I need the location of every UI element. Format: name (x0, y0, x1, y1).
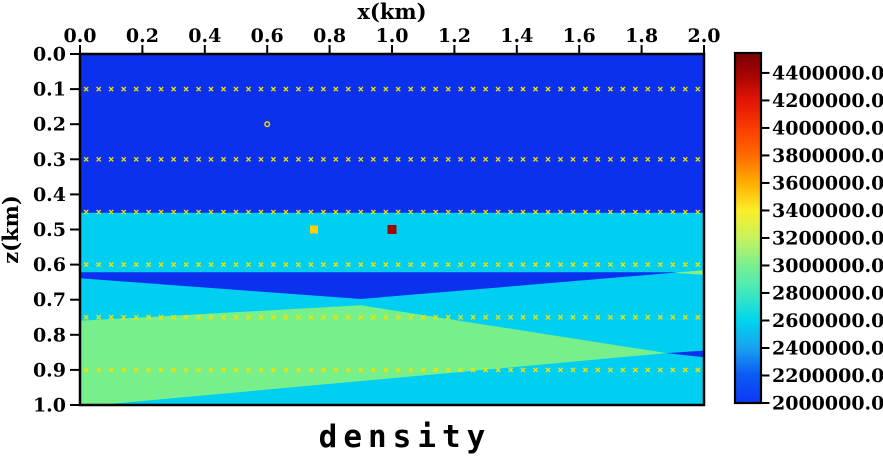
colorbar (735, 53, 761, 403)
model-regions (80, 54, 704, 405)
colorbar-tick-label: 4000000.0 (772, 117, 883, 139)
x-axis-title: x(km) (357, 0, 426, 24)
x-tick-label: 1.0 (375, 25, 408, 47)
receiver-row-z0.6 (83, 262, 701, 268)
colorbar-tick-label: 4400000.0 (772, 62, 883, 84)
region-green-sliver-top-right (672, 270, 704, 275)
x-tick-label: 0.2 (126, 25, 159, 47)
region-blue-sliver-bottom-right (666, 350, 704, 358)
x-tick-label: 1.6 (563, 25, 596, 47)
colorbar-frame (733, 51, 763, 405)
z-tick-label: 0.8 (33, 324, 66, 346)
colorbar-tick-label: 2000000.0 (772, 393, 883, 415)
dark-red-square-marker (387, 225, 397, 234)
x-tick-label: 1.4 (500, 25, 533, 47)
receiver-row-z0.9 (83, 367, 701, 373)
x-tick-label: 0.4 (188, 25, 221, 47)
colorbar-tick-label: 3000000.0 (772, 255, 883, 277)
colorbar-tick-label: 2600000.0 (772, 310, 883, 332)
receiver-row-z0.75 (83, 314, 701, 320)
colorbar-tick-label: 2800000.0 (772, 282, 883, 304)
z-tick-label: 0.0 (33, 44, 66, 66)
yellow-square-marker (310, 225, 318, 234)
z-tick-label: 0.2 (33, 114, 66, 136)
colorbar-tick-label: 3600000.0 (772, 172, 883, 194)
colorbar-tick-label: 3200000.0 (772, 227, 883, 249)
region-green-layer (80, 305, 667, 405)
z-tick-label: 0.5 (33, 219, 66, 241)
colorbar-tick-label: 2200000.0 (772, 365, 883, 387)
z-tick-label: 0.6 (33, 254, 66, 276)
z-tick-label: 0.3 (33, 149, 66, 171)
receiver-row-z0.1 (83, 86, 701, 92)
x-tick-label: 0.8 (313, 25, 346, 47)
x-tick-label: 1.2 (438, 25, 471, 47)
receiver-row-z0.45 (83, 209, 701, 215)
receiver-row-z0.3 (83, 156, 701, 162)
z-axis-title: z(km) (0, 195, 23, 264)
z-tick-label: 0.1 (33, 79, 66, 101)
colorbar-tick-label: 2400000.0 (772, 337, 883, 359)
colorbar-tick-label: 3400000.0 (772, 200, 883, 222)
colorbar-tick-label: 4200000.0 (772, 90, 883, 112)
z-tick-label: 1.0 (33, 395, 66, 417)
colorbar-tick-label: 3800000.0 (772, 145, 883, 167)
source-ring-marker (264, 121, 271, 128)
x-tick-label: 0.0 (63, 25, 96, 47)
z-tick-label: 0.9 (33, 359, 66, 381)
region-blue-wedge (80, 272, 679, 299)
z-tick-label: 0.7 (33, 289, 66, 311)
x-tick-label: 2.0 (687, 25, 720, 47)
figure-title: density (319, 419, 492, 455)
z-tick-label: 0.4 (33, 184, 66, 206)
x-tick-label: 1.8 (625, 25, 658, 47)
x-tick-label: 0.6 (251, 25, 284, 47)
